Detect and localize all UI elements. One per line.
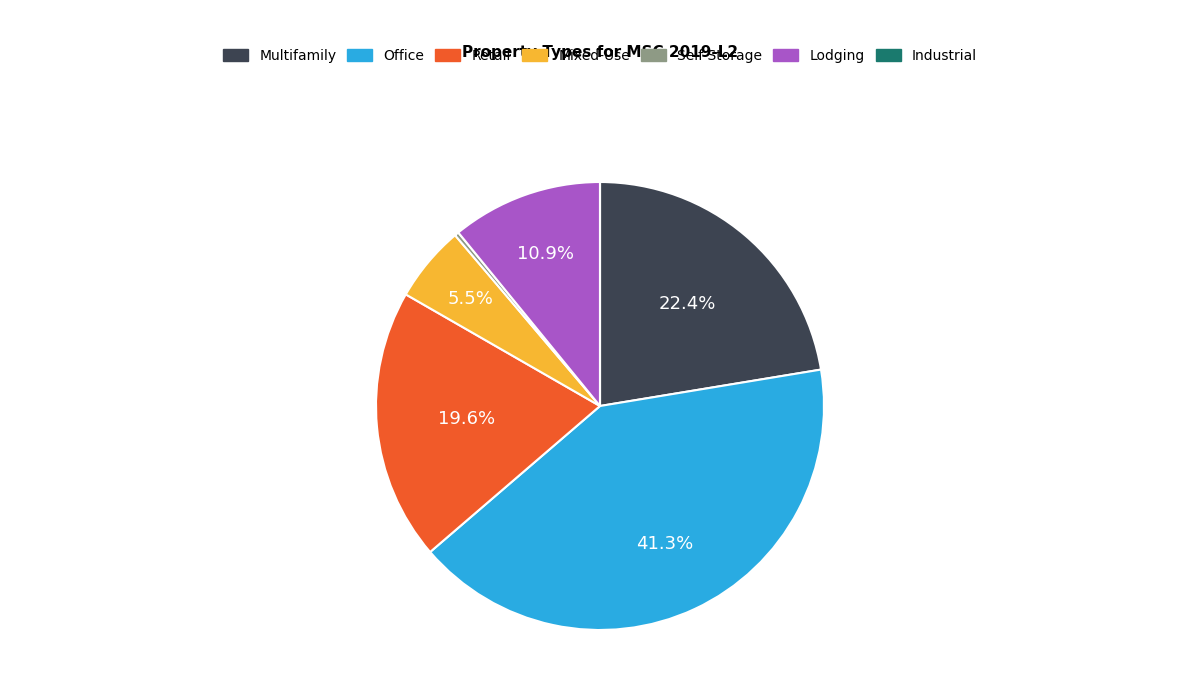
Wedge shape [430,370,824,630]
Text: 5.5%: 5.5% [448,290,494,307]
Wedge shape [455,232,600,406]
Wedge shape [376,295,600,552]
Text: 19.6%: 19.6% [438,410,494,428]
Wedge shape [600,182,821,406]
Text: 22.4%: 22.4% [659,295,715,312]
Wedge shape [458,182,600,406]
Title: Property Types for MSC 2019-L2: Property Types for MSC 2019-L2 [462,45,738,60]
Legend: Multifamily, Office, Retail, Mixed-Use, Self Storage, Lodging, Industrial: Multifamily, Office, Retail, Mixed-Use, … [223,49,977,63]
Wedge shape [406,235,600,406]
Text: 41.3%: 41.3% [636,535,694,553]
Text: 10.9%: 10.9% [517,245,575,263]
